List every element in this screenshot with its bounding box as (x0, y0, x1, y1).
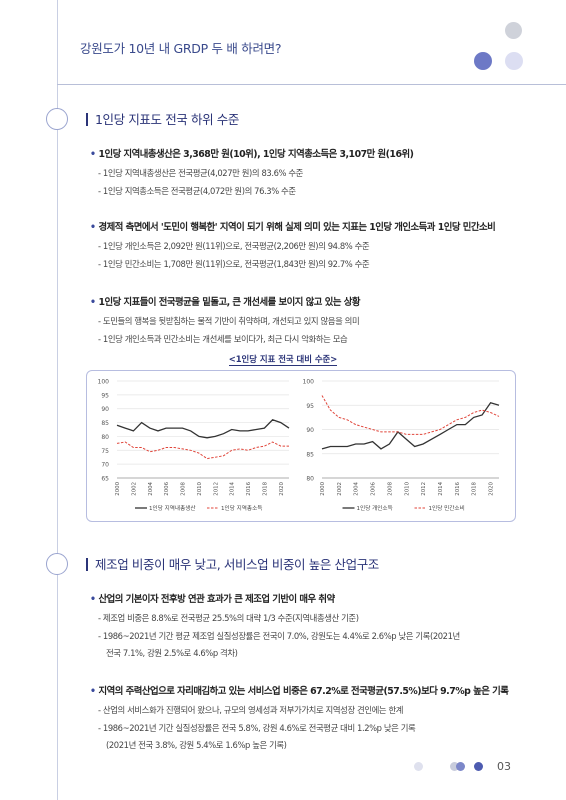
x-tick-label: 2014 (438, 481, 444, 495)
footer-dot (474, 762, 483, 771)
sub-item: - 1986~2021년 기간 실질성장률은 전국 5.8%, 강원 4.6%로… (98, 723, 416, 733)
x-tick-label: 2018 (262, 481, 268, 495)
x-tick-label: 2014 (230, 481, 236, 495)
y-tick-label: 95 (306, 403, 314, 410)
section-marker-circle (46, 108, 68, 130)
header-divider (57, 84, 566, 85)
series-line (116, 419, 290, 439)
y-tick-label: 95 (101, 392, 109, 399)
chart-panel: 100 95 90 85 80 75 70 65 2000 2002 2004 2006 2008 201… (86, 370, 516, 522)
sub-item-continued: 전국 7.1%, 강원 2.5%로 4.6%p 격차) (106, 648, 238, 658)
bullet-item: • 1인당 지역내총생산은 3,368만 원(10위), 1인당 지역총소득은 3… (90, 149, 414, 160)
x-tick-label: 2020 (489, 481, 495, 495)
sub-item: - 1인당 지역총소득은 전국평균(4,072만 원)의 76.3% 수준 (98, 186, 296, 196)
left-margin-line (57, 0, 58, 800)
y-tick-label: 80 (101, 434, 109, 441)
y-tick-label: 85 (306, 451, 314, 458)
x-tick-label: 2000 (320, 481, 326, 495)
sub-item-continued: (2021년 전국 3.8%, 강원 5.4%로 1.6%p 높은 기록) (106, 740, 287, 750)
legend-label: 1인당 개인소득 (357, 504, 393, 512)
x-tick-label: 2012 (421, 482, 427, 496)
y-tick-label: 70 (101, 462, 109, 469)
footer-dot (456, 762, 465, 771)
sub-item: - 1인당 개인소득은 2,092만 원(11위)으로, 전국평균(2,206만… (98, 241, 370, 251)
y-tick-label: 100 (303, 379, 315, 386)
x-tick-label: 2006 (371, 481, 377, 495)
x-tick-label: 2002 (131, 482, 137, 496)
section1-title: 1인당 지표도 전국 하위 수준 (86, 113, 239, 126)
x-tick-label: 2006 (164, 481, 170, 495)
x-tick-label: 2018 (472, 481, 478, 495)
x-tick-label: 2004 (148, 481, 154, 495)
charts-svg: 100 95 90 85 80 75 70 65 2000 2002 2004 2006 2008 201… (98, 379, 500, 512)
footer-dot (414, 762, 423, 771)
bullet-item: • 산업의 기본이자 전후방 연관 효과가 큰 제조업 기반이 매우 취약 (90, 594, 335, 605)
decor-dot-gray (505, 22, 522, 39)
bullet-item: • 경제적 측면에서 '도민이 행복한' 지역이 되기 위해 실제 의미 있는 지… (90, 222, 496, 233)
sub-item: - 1인당 개인소득과 민간소비는 개선세를 보이다가, 최근 다시 악화하는 … (98, 334, 348, 344)
section2-title: 제조업 비중이 매우 낮고, 서비스업 비중이 높은 산업구조 (86, 558, 379, 571)
chart-caption: <1인당 지표 전국 대비 수준> (228, 354, 338, 366)
x-tick-label: 2008 (181, 481, 187, 495)
bullet-item: • 지역의 주력산업으로 자리매김하고 있는 서비스업 비중은 67.2%로 전국… (90, 686, 509, 697)
x-tick-label: 2000 (115, 481, 121, 495)
section-marker-circle (46, 553, 68, 575)
y-tick-label: 75 (101, 448, 109, 455)
y-tick-label: 90 (101, 406, 109, 413)
y-tick-label: 90 (306, 427, 314, 434)
sub-item: - 제조업 비중은 8.8%로 전국평균 25.5%의 대략 1/3 수준(지역… (98, 613, 359, 623)
x-tick-label: 2016 (455, 481, 461, 495)
x-tick-label: 2016 (246, 481, 252, 495)
bullet-item: • 1인당 지표들이 전국평균을 밑돌고, 큰 개선세를 보이지 않고 있는 상황 (90, 297, 360, 308)
sub-item: - 도민들의 행복을 뒷받침하는 물적 기반이 취약하며, 개선되고 있지 않음… (98, 316, 360, 326)
x-tick-label: 2008 (387, 481, 393, 495)
y-tick-label: 80 (306, 476, 314, 483)
decor-dot-blue (474, 52, 492, 70)
page-header-title: 강원도가 10년 내 GRDP 두 배 하려면? (80, 41, 282, 56)
sub-item: - 1인당 지역내총생산은 전국평균(4,027만 원)의 83.6% 수준 (98, 168, 303, 178)
y-tick-label: 100 (98, 379, 110, 386)
footer-dot (450, 762, 459, 771)
series-line (321, 395, 500, 435)
legend-label: 1인당 지역내총생산 (149, 504, 196, 512)
x-tick-label: 2010 (197, 481, 203, 495)
y-tick-label: 85 (101, 420, 109, 427)
x-tick-label: 2002 (337, 482, 343, 496)
x-tick-label: 2020 (279, 481, 285, 495)
decor-dot-lavender (505, 52, 523, 70)
page-number: 03 (497, 760, 511, 773)
series-line (321, 402, 500, 450)
x-tick-label: 2012 (213, 482, 219, 496)
sub-item: - 산업의 서비스화가 진행되어 왔으나, 규모의 영세성과 저부가가치로 지역… (98, 705, 404, 715)
x-tick-label: 2010 (404, 481, 410, 495)
legend-label: 1인당 지역총소득 (221, 504, 262, 512)
y-tick-label: 65 (101, 476, 109, 483)
legend-label: 1인당 민간소비 (429, 504, 465, 512)
sub-item: - 1인당 민간소비는 1,708만 원(11위)으로, 전국평균(1,843만… (98, 259, 370, 269)
x-tick-label: 2004 (354, 481, 360, 495)
sub-item: - 1986~2021년 기간 평균 제조업 실질성장률은 전국이 7.0%, … (98, 631, 460, 641)
